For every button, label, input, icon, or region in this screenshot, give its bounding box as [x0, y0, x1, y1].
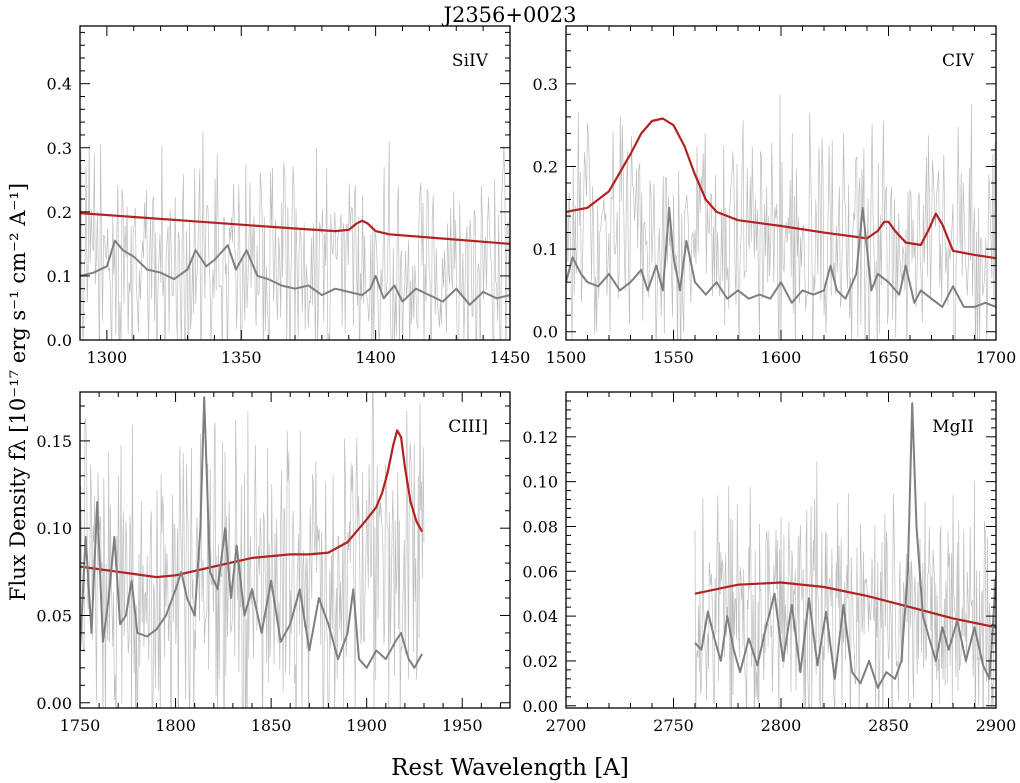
- panel-ciii: 1750 1800 1850 1900 1950 0.00 0.05 0.10 0.15 CIII…: [36, 391, 511, 735]
- y-tick-label-ciii: 0.00: [36, 694, 72, 713]
- model-fit-mgii: [694, 581, 996, 629]
- smoothed-spectrum-ciii: [80, 396, 423, 669]
- x-tick-label-mgii: 2900: [976, 716, 1017, 735]
- plot-area-civ: [566, 94, 996, 340]
- y-tick-label-siiv: 0.2: [47, 203, 72, 222]
- x-tick-label-mgii: 2800: [761, 716, 802, 735]
- x-tick-label-ciii: 1750: [60, 716, 101, 735]
- plot-area-mgii: [694, 402, 996, 708]
- y-tick-label-siiv: 0.4: [47, 75, 72, 94]
- panel-civ: 1500 1550 1600 1650 1700 0.0 0.1 0.2 0.3 CIV: [533, 25, 1017, 367]
- raw-spectrum-siiv: [80, 132, 510, 340]
- x-tick-label-mgii: 2850: [868, 716, 909, 735]
- smoothed-spectrum-siiv: [80, 239, 510, 306]
- x-tick-label-civ: 1700: [976, 348, 1017, 367]
- x-tick-label-siiv: 1300: [87, 348, 128, 367]
- smoothed-spectrum-civ: [566, 206, 996, 308]
- y-tick-label-mgii: 0.08: [522, 517, 558, 536]
- x-tick-label-mgii: 2700: [546, 716, 587, 735]
- x-tick-label-siiv: 1400: [355, 348, 396, 367]
- y-tick-label-ciii: 0.15: [36, 432, 72, 451]
- plot-area-siiv: [80, 132, 510, 340]
- model-fit-siiv: [80, 212, 510, 245]
- y-tick-label-siiv: 0.3: [47, 139, 72, 158]
- model-fit-civ: [566, 117, 996, 260]
- panel-label-civ: CIV: [942, 51, 975, 71]
- y-tick-label-mgii: 0.12: [522, 428, 558, 447]
- y-tick-label-mgii: 0.10: [522, 473, 558, 492]
- x-tick-label-siiv: 1450: [490, 348, 531, 367]
- model-fit-ciii: [80, 429, 424, 579]
- y-axis-label: Flux Density fλ [10⁻¹⁷ erg s⁻¹ cm⁻² A⁻¹]: [6, 183, 30, 601]
- panel-label-mgii: MgII: [932, 417, 974, 437]
- y-tick-label-siiv: 0.1: [47, 267, 72, 286]
- y-tick-label-mgii: 0.02: [522, 652, 558, 671]
- x-tick-label-ciii: 1950: [442, 716, 483, 735]
- y-tick-label-civ: 0.1: [533, 240, 558, 259]
- raw-spectrum-civ: [566, 94, 996, 340]
- smoothed-spectrum-mgii: [694, 402, 996, 689]
- plot-area-ciii: [80, 392, 425, 708]
- y-tick-label-mgii: 0.00: [522, 697, 558, 716]
- panel-siiv: 1300 1350 1400 1450 0.0 0.1 0.2 0.3 0.4 SiIV: [47, 25, 531, 367]
- y-tick-label-mgii: 0.06: [522, 562, 558, 581]
- figure-title: J2356+0023: [442, 3, 577, 27]
- x-axis-label: Rest Wavelength [A]: [391, 755, 629, 781]
- x-tick-label-siiv: 1350: [221, 348, 262, 367]
- x-tick-label-civ: 1600: [761, 348, 802, 367]
- y-tick-label-ciii: 0.05: [36, 606, 72, 625]
- x-tick-label-civ: 1650: [868, 348, 909, 367]
- y-tick-label-civ: 0.3: [533, 75, 558, 94]
- x-tick-label-ciii: 1900: [346, 716, 387, 735]
- y-tick-label-civ: 0.2: [533, 157, 558, 176]
- x-tick-label-ciii: 1800: [155, 716, 196, 735]
- panel-mgii: 2700 2750 2800 2850 2900 0.00 0.02 0.04 0.06 0.08…: [522, 391, 1017, 735]
- y-tick-label-mgii: 0.04: [522, 607, 558, 626]
- y-tick-label-ciii: 0.10: [36, 519, 72, 538]
- x-tick-label-mgii: 2750: [653, 716, 694, 735]
- panel-label-siiv: SiIV: [452, 51, 489, 71]
- y-tick-label-civ: 0.0: [533, 323, 558, 342]
- x-tick-label-civ: 1500: [546, 348, 587, 367]
- y-tick-label-siiv: 0.0: [47, 331, 72, 350]
- raw-spectrum-ciii: [80, 392, 425, 708]
- x-tick-label-civ: 1550: [653, 348, 694, 367]
- x-tick-label-ciii: 1850: [251, 716, 292, 735]
- panel-label-ciii: CIII]: [448, 417, 488, 437]
- raw-spectrum-mgii: [694, 461, 996, 708]
- axes-frame-ciii: [79, 391, 511, 709]
